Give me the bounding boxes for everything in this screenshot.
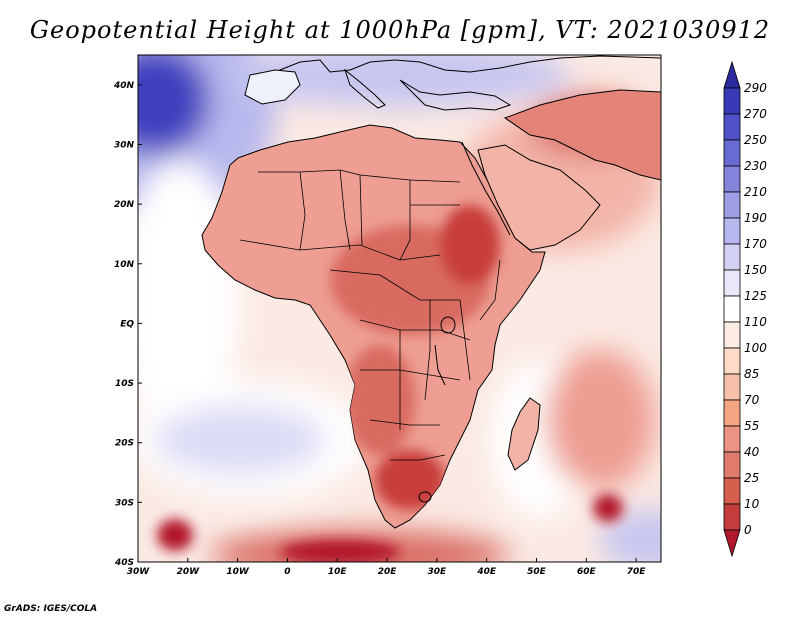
map-title: Geopotential Height at 1000hPa [gpm], VT… [29, 16, 771, 44]
y-tick-label: 40N [113, 81, 135, 91]
colorbar-swatch [723, 165, 741, 193]
colorbar-label: 55 [744, 419, 759, 433]
colorbar-label: 10 [744, 497, 760, 511]
plot-frame [137, 54, 662, 563]
iberia [244, 69, 301, 105]
x-tick-label: 40E [476, 567, 497, 577]
italy [343, 68, 386, 109]
colorbar-label: 190 [744, 211, 767, 225]
colorbar-label: 170 [744, 237, 767, 251]
colorbar-swatch [723, 399, 741, 427]
colorbar-swatch [723, 113, 741, 141]
southern-africa-core [375, 450, 445, 510]
x-tick-label: 70E [627, 567, 647, 577]
greece-turkey [399, 79, 512, 111]
colorbar-min-arrow [723, 529, 741, 558]
x-tick-label: 0 [284, 567, 290, 577]
colorbar-swatch [723, 139, 741, 167]
colorbar-label: 125 [744, 289, 767, 303]
angola-core [345, 345, 415, 455]
y-tick-label: 40S [114, 558, 134, 568]
colorbar-swatch [723, 373, 741, 401]
x-axis: 30W 20W 10W 0 10E 20E 30E 40E 50E 60E 70E [127, 558, 647, 577]
colorbar-max-arrow [723, 60, 741, 89]
y-tick-label: 10N [114, 260, 135, 270]
x-tick-label: 20E [378, 567, 398, 577]
x-tick-label: 60E [577, 567, 597, 577]
middle-east-land [503, 89, 661, 181]
colorbar: 0 10 25 40 55 70 85 100 110 125 150 170 190 210 230 250… [723, 60, 767, 558]
red-sea-coast [461, 141, 511, 236]
madagascar [507, 397, 541, 471]
colorbar-swatch [723, 269, 741, 297]
low-center-east [593, 494, 623, 522]
x-tick-label: 20W [177, 567, 201, 577]
colorbar-swatch [723, 87, 741, 115]
x-tick-label: 10W [226, 567, 250, 577]
low-center-west [157, 519, 193, 551]
height-field [138, 55, 661, 562]
country-borders [239, 169, 501, 461]
y-tick-label: EQ [120, 319, 134, 329]
colorbar-label: 40 [744, 445, 760, 459]
y-tick-label: 20S [115, 439, 134, 449]
colorbar-swatch [723, 477, 741, 505]
y-axis: 40S 30S 20S 10S EQ 10N 20N 30N 40N [113, 81, 142, 568]
se-high [600, 510, 661, 562]
x-tick-label: 30W [127, 567, 151, 577]
colorbar-label: 110 [744, 315, 767, 329]
arabian-peninsula [477, 144, 601, 251]
colorbar-label: 100 [744, 341, 767, 355]
colorbar-swatch [723, 321, 741, 349]
colorbar-label: 290 [744, 81, 767, 95]
south-atlantic-high [155, 405, 325, 475]
colorbar-swatch [723, 243, 741, 271]
y-tick-label: 10S [115, 379, 134, 389]
atlantic-high-inner [138, 55, 210, 155]
colorbar-label: 210 [744, 185, 767, 199]
colorbar-label: 85 [744, 367, 759, 381]
colorbar-label: 0 [744, 523, 752, 537]
colorbar-swatch [723, 295, 741, 323]
colorbar-label: 25 [744, 471, 759, 485]
colorbar-label: 250 [744, 133, 767, 147]
colorbar-swatch [723, 425, 741, 453]
colorbar-swatch [723, 451, 741, 479]
colorbar-label: 70 [744, 393, 760, 407]
colorbar-swatch [723, 217, 741, 245]
y-tick-label: 20N [114, 200, 135, 210]
y-tick-label: 30S [115, 498, 134, 508]
great-lakes [418, 316, 456, 503]
colorbar-swatch [723, 191, 741, 219]
y-tick-label: 30N [114, 140, 135, 150]
colorbar-label: 230 [744, 159, 767, 173]
x-tick-label: 50E [527, 567, 547, 577]
europe-land [244, 55, 661, 96]
east-africa-core [440, 205, 500, 285]
colorbar-swatch [723, 347, 741, 375]
colorbar-label: 150 [744, 263, 767, 277]
indian-ocean-patch [545, 350, 655, 490]
colorbar-swatch [723, 503, 741, 531]
colorbar-label: 270 [744, 107, 767, 121]
grads-credit: GrADS: IGES/COLA [4, 604, 98, 614]
x-tick-label: 30E [428, 567, 448, 577]
low-center-south [280, 540, 400, 562]
x-tick-label: 10E [328, 567, 348, 577]
